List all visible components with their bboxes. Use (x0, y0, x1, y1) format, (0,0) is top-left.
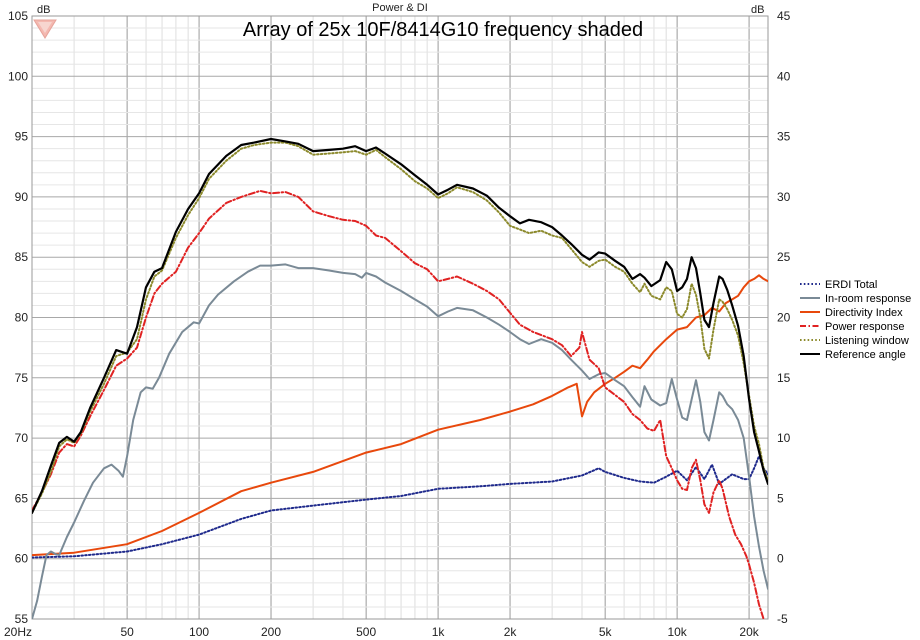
y-axis-left: 55 60 65 70 75 80 85 90 95 100 105 (8, 9, 28, 626)
series-layer (32, 137, 768, 619)
x-tick-label: 20Hz (4, 625, 32, 639)
y-tick-label-right: 45 (777, 9, 791, 23)
x-tick-label: 10k (667, 625, 687, 639)
x-tick-label: 100 (189, 625, 209, 639)
series-line-erdi-total (32, 455, 768, 559)
series-line-directivity-index (32, 274, 768, 557)
x-tick-label: 5k (599, 625, 613, 639)
x-tick-label: 50 (120, 625, 134, 639)
chart-supertitle: Power & DI (372, 2, 428, 14)
y-tick-label-right: 15 (777, 371, 791, 385)
x-tick-label: 2k (504, 625, 518, 639)
y-tick-label-left: 85 (15, 250, 29, 264)
legend-box (794, 276, 916, 364)
y-axis-unit-left: dB (37, 4, 50, 16)
y-tick-label-left: 60 (15, 552, 29, 566)
y-tick-label-right: 5 (777, 491, 784, 505)
y-tick-label-left: 70 (15, 431, 29, 445)
y-tick-label-right: -5 (777, 612, 788, 626)
chart-title: Array of 25x 10F/8414G10 frequency shade… (243, 19, 643, 41)
series-line-reference-angle (32, 137, 768, 514)
y-tick-label-left: 80 (15, 311, 29, 325)
y-tick-label-left: 105 (8, 9, 28, 23)
y-axis-right: -5 0 5 10 15 20 25 30 35 40 45 (777, 9, 791, 626)
y-tick-label-right: 20 (777, 311, 791, 325)
chart-grid (32, 16, 768, 619)
y-tick-label-right: 10 (777, 431, 791, 445)
y-tick-label-right: 0 (777, 552, 784, 566)
y-tick-label-right: 40 (777, 69, 791, 83)
legend-label: In-room response (825, 293, 911, 305)
legend-label: Directivity Index (825, 307, 903, 319)
y-tick-label-right: 30 (777, 190, 791, 204)
plot-frame (31, 15, 769, 620)
y-axis-unit-right: dB (751, 4, 764, 16)
legend-label: Listening window (825, 335, 909, 347)
logo-icon (33, 19, 57, 39)
series-line-listening-window (32, 141, 768, 514)
x-tick-label: 1k (432, 625, 446, 639)
legend-label: Power response (825, 321, 905, 333)
legend-label: ERDI Total (825, 279, 877, 291)
series-line-in-room-response (32, 263, 768, 619)
legend-label: Reference angle (825, 349, 906, 361)
y-tick-label-left: 90 (15, 190, 29, 204)
y-tick-label-left: 100 (8, 69, 28, 83)
y-tick-label-right: 25 (777, 250, 791, 264)
x-tick-label: 200 (261, 625, 281, 639)
x-tick-label: 500 (356, 625, 376, 639)
y-tick-label-left: 75 (15, 371, 29, 385)
y-tick-label-right: 35 (777, 130, 791, 144)
y-tick-label-left: 95 (15, 130, 29, 144)
x-axis: 20Hz 50 100 200 500 1k 2k 5k 10k 20k (4, 625, 760, 639)
x-tick-label: 20k (739, 625, 759, 639)
y-tick-label-left: 65 (15, 491, 29, 505)
y-tick-label-left: 55 (15, 612, 29, 626)
legend: ERDI Total In-room response Directivity In… (794, 276, 916, 364)
series-line-power-response (32, 189, 765, 619)
